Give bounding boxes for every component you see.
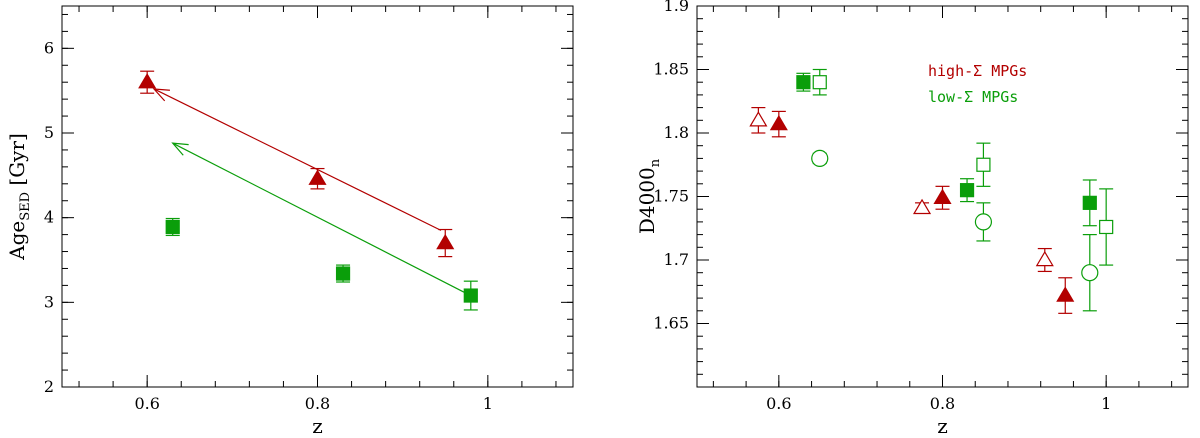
open-square-marker bbox=[976, 157, 991, 172]
filled-triangle-marker bbox=[769, 114, 788, 131]
x-tick-label: 0.6 bbox=[766, 394, 791, 413]
y-tick-label: 6 bbox=[44, 38, 54, 57]
filled-square-marker bbox=[165, 219, 180, 235]
y-axis-title-main: Age bbox=[5, 221, 29, 261]
x-tick-label: 1 bbox=[1101, 394, 1111, 413]
y-tick-label: 1.65 bbox=[653, 314, 689, 333]
legend-entry: low-Σ MPGs bbox=[928, 88, 1018, 106]
filled-triangle-marker bbox=[308, 169, 327, 185]
y-axis-title: D4000n bbox=[635, 158, 663, 234]
filled-square-marker bbox=[959, 183, 975, 198]
d4000-panel: 1.65 1.7 1.75 1.8 1.85 1.9 0.6 0.8 1 z D4000n high-… bbox=[635, 0, 1189, 438]
y-axis-title-unit: [Gyr] bbox=[5, 133, 29, 192]
x-tick-label: 0.8 bbox=[305, 394, 330, 413]
filled-square-marker bbox=[335, 266, 351, 281]
y-axis-title-subscript: SED bbox=[18, 192, 33, 221]
open-triangle-marker bbox=[749, 111, 768, 127]
open-square-marker bbox=[1099, 219, 1114, 235]
filled-square-marker bbox=[796, 75, 811, 90]
y-axis-title: AgeSED [Gyr] bbox=[5, 133, 33, 261]
trend-arrow bbox=[153, 88, 442, 231]
y-tick-label: 1.85 bbox=[653, 60, 689, 79]
legend-entry: high-Σ MPGs bbox=[928, 62, 1027, 80]
trend-arrow-head bbox=[171, 142, 189, 156]
y-axis-title-main: D4000 bbox=[635, 167, 659, 234]
filled-triangle-marker bbox=[436, 233, 455, 250]
open-circle-marker bbox=[811, 149, 829, 167]
filled-square-marker bbox=[1082, 195, 1097, 210]
open-circle-marker bbox=[1081, 264, 1099, 282]
filled-square-marker bbox=[463, 288, 478, 303]
filled-triangle-marker bbox=[933, 188, 952, 204]
y-tick-label: 1.75 bbox=[653, 187, 689, 206]
x-axis-title: z bbox=[312, 414, 323, 438]
x-axis-title: z bbox=[937, 414, 948, 438]
open-triangle-marker bbox=[1035, 250, 1054, 267]
y-tick-label: 3 bbox=[44, 292, 54, 311]
y-tick-label: 1.8 bbox=[664, 123, 689, 142]
x-tick-label: 0.8 bbox=[930, 394, 955, 413]
filled-triangle-marker bbox=[1056, 286, 1075, 302]
filled-triangle-marker bbox=[138, 73, 157, 89]
trend-arrow bbox=[172, 142, 465, 293]
open-square-marker bbox=[812, 75, 827, 90]
y-tick-label: 2 bbox=[44, 377, 54, 396]
y-tick-label: 5 bbox=[44, 123, 54, 142]
open-triangle-marker bbox=[912, 198, 932, 215]
x-tick-label: 0.6 bbox=[134, 394, 159, 413]
y-tick-label: 4 bbox=[44, 208, 54, 227]
plot-frame bbox=[61, 5, 574, 388]
age-panel: 2 3 4 5 6 0.6 0.8 1 z AgeSED [Gyr] bbox=[5, 5, 574, 438]
y-tick-label: 1.9 bbox=[664, 0, 689, 15]
trend-arrow-head bbox=[152, 88, 170, 102]
x-tick-label: 1 bbox=[483, 394, 493, 413]
y-axis-title-subscript: n bbox=[648, 158, 663, 167]
open-circle-marker bbox=[974, 213, 993, 231]
y-tick-label: 1.7 bbox=[664, 250, 689, 269]
